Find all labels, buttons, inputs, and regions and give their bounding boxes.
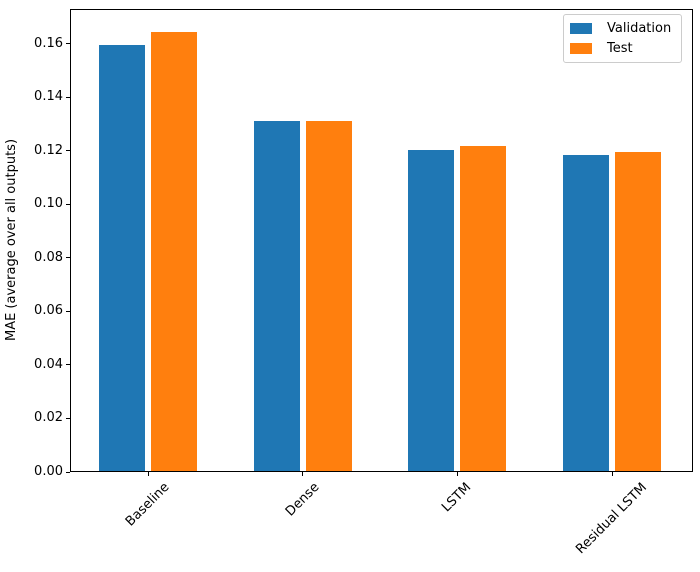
y-tick-label: 0.04 (34, 356, 63, 372)
y-tick-label: 0.16 (34, 35, 63, 51)
x-tick-label: Dense (282, 479, 323, 520)
x-tick-label: Baseline (122, 479, 173, 530)
x-tick-mark (456, 472, 458, 476)
y-tick-label: 0.12 (34, 142, 63, 158)
y-tick-mark (66, 364, 70, 366)
legend-swatch (570, 43, 592, 54)
y-tick-mark (66, 203, 70, 205)
y-tick-mark (66, 471, 70, 473)
bar (563, 154, 609, 471)
plot-area (70, 9, 693, 472)
y-tick-mark (66, 150, 70, 152)
y-tick-label: 0.00 (34, 464, 63, 479)
bar (615, 151, 661, 471)
legend-item: Test (570, 40, 671, 57)
legend-label: Test (607, 40, 633, 56)
x-tick-label: Residual LSTM (573, 480, 651, 557)
y-tick-label: 0.06 (34, 303, 63, 319)
x-tick-mark (302, 472, 304, 476)
y-tick-mark (66, 417, 70, 419)
y-tick-label: 0.10 (34, 196, 63, 212)
bar (460, 146, 507, 471)
bar (151, 31, 197, 471)
y-tick-label: 0.08 (34, 249, 63, 265)
x-tick-mark (147, 472, 149, 476)
bar (305, 120, 352, 471)
bar (99, 45, 145, 471)
y-axis-label: MAE (average over all outputs) (4, 138, 19, 342)
x-tick-label: LSTM (439, 480, 475, 516)
y-tick-mark (66, 257, 70, 259)
legend: Validation Test (563, 14, 683, 63)
bar (253, 121, 300, 471)
y-tick-label: 0.14 (34, 89, 63, 105)
bar (408, 150, 455, 471)
y-tick-label: 0.02 (34, 410, 63, 426)
x-tick-mark (611, 472, 613, 476)
legend-item: Validation (570, 20, 671, 37)
legend-swatch (570, 23, 592, 34)
y-tick-mark (66, 96, 70, 98)
legend-label: Validation (607, 20, 672, 36)
y-tick-mark (66, 43, 70, 45)
y-tick-mark (66, 310, 70, 312)
